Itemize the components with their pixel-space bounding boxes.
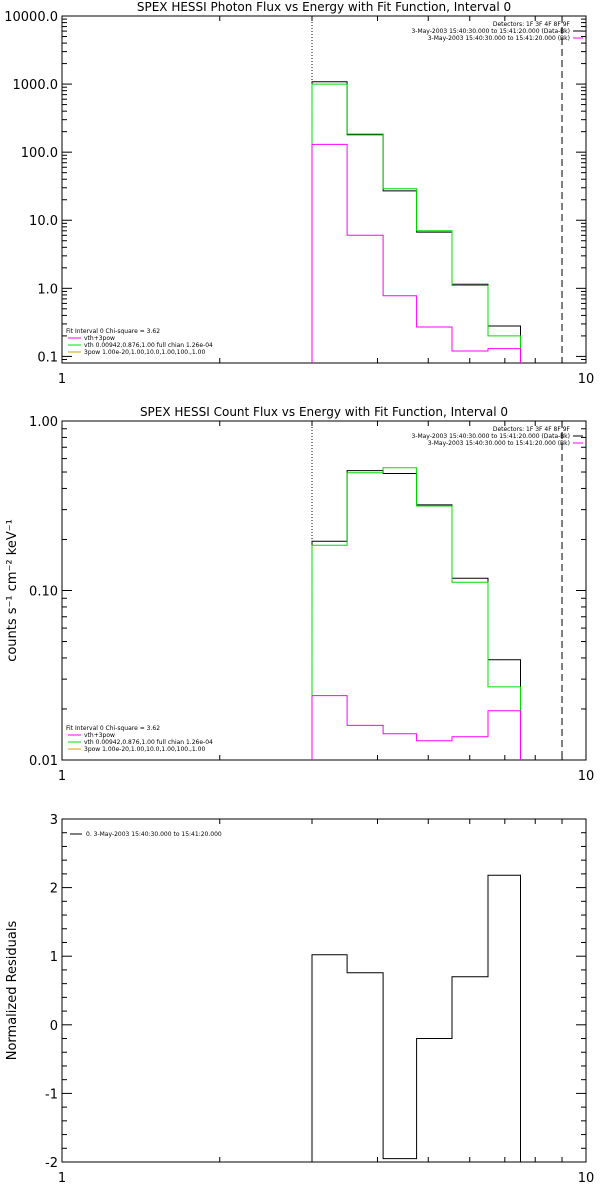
x-tick-label: 10 [578,1171,595,1186]
series-1-histogram [311,467,521,760]
y-tick-label: 0.10 [29,585,58,600]
series-2-histogram [311,143,521,363]
legend-entry: 3-May-2003 15:40:30.000 to 15:41:20.000 … [428,35,570,42]
legend-entry: Fit Interval 0 Chi-square = 3.62 [66,328,160,335]
y-tick-label: 10.0 [29,214,58,229]
legend-entry: 0. 3-May-2003 15:40:30.000 to 15:41:20.0… [86,831,222,838]
series-1-histogram [311,83,521,363]
legend-entry: vth 0.00942,0.876,1.00 full chian 1.26e-… [84,739,213,746]
y-tick-label: -2 [45,1156,58,1171]
legend-entry: vth+3pow [84,732,115,739]
legend-entry: 3-May-2003 15:40:30.000 to 15:41:20.000 … [411,28,570,35]
series-0-histogram [311,874,521,1162]
y-tick-label: 2 [50,882,58,897]
y-tick-label: 0.1 [37,350,58,365]
y-axis-label: counts s⁻¹ cm⁻² keV⁻¹ [5,519,20,662]
chart-title: SPEX HESSI Count Flux vs Energy with Fit… [140,405,508,419]
x-tick-label: 1 [58,769,66,784]
x-tick-label: 1 [58,372,66,387]
legend-entry: vth+3pow [84,335,115,342]
x-tick-label: 10 [578,769,595,784]
series-2-histogram [311,695,521,760]
y-tick-label: -1 [45,1087,58,1102]
x-tick-label: 10 [578,372,595,387]
y-axis-label: Normalized Residuals [5,921,20,1061]
x-tick-label: 1 [58,1171,66,1186]
y-tick-label: 1 [50,950,58,965]
plot-frame [61,420,587,761]
chart-title: SPEX HESSI Photon Flux vs Energy with Fi… [137,0,511,14]
y-tick-label: 1000.0 [13,78,59,93]
legend-entry: 3pow 1.00e-20,1.00,10.0,1.00,100.,1.00 [84,349,205,356]
plot-frame [61,15,587,364]
plot-frame [61,818,587,1163]
legend-entry: Fit Interval 0 Chi-square = 3.62 [66,725,160,732]
y-tick-label: 100.0 [21,146,58,161]
y-tick-label: 3 [50,813,58,828]
y-tick-label: 0 [50,1019,58,1034]
y-tick-label: 1.0 [37,282,58,297]
y-tick-label: 1.00 [29,415,58,430]
legend-entry: Detectors: 1F 3F 4F 8F 9F [493,21,571,28]
legend-entry: Detectors: 1F 3F 4F 8F 9F [493,426,571,433]
legend-entry: vth 0.00942,0.876,1.00 full chian 1.26e-… [84,342,213,349]
series-0-histogram [311,470,521,760]
legend-entry: 3-May-2003 15:40:30.000 to 15:41:20.000 … [428,440,570,447]
y-tick-label: 0.01 [29,754,58,769]
legend-entry: 3-May-2003 15:40:30.000 to 15:41:20.000 … [411,433,570,440]
y-tick-label: 10000.0 [4,10,58,25]
legend-entry: 3pow 1.00e-20,1.00,10.0,1.00,100.,1.00 [84,746,205,753]
